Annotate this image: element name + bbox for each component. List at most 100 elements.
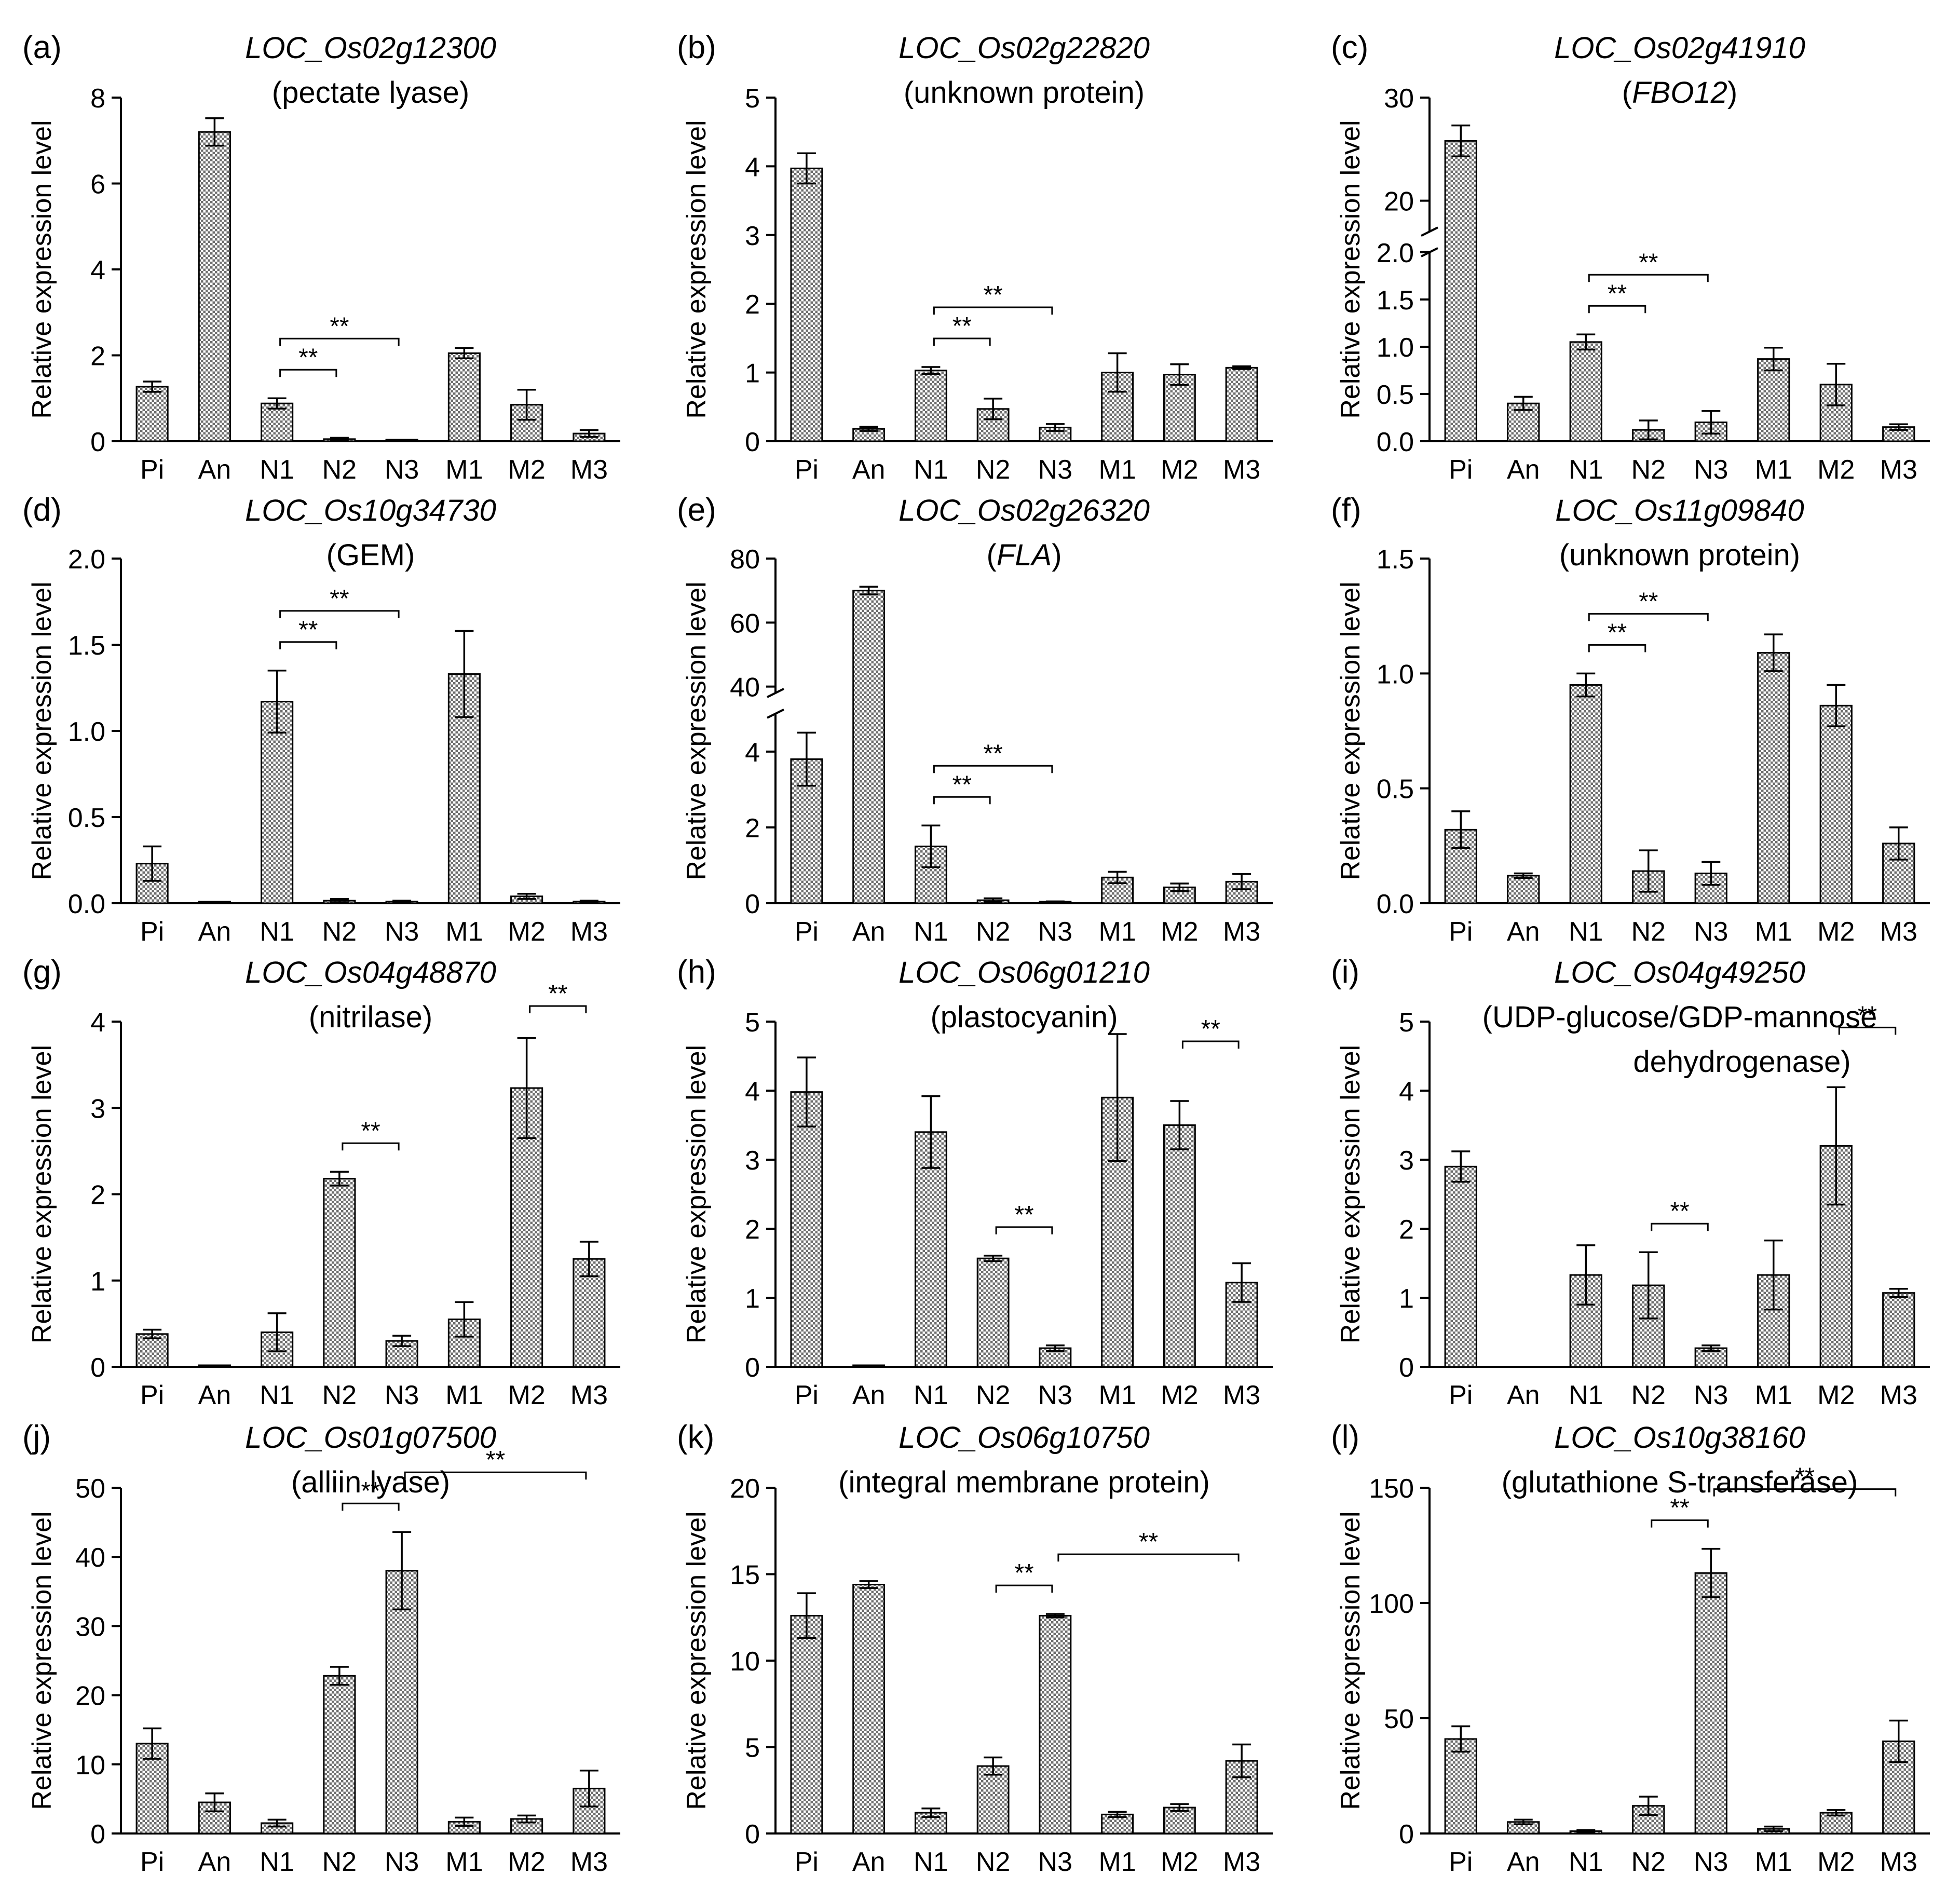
bar-M1 — [447, 352, 481, 442]
bar-N2 — [976, 1765, 1010, 1835]
x-tick-label: N1 — [260, 917, 294, 947]
error-bar-N3 — [392, 900, 412, 904]
y-tick-label: 1.0 — [1377, 659, 1414, 689]
x-tick-label: M1 — [1755, 1847, 1792, 1877]
x-tick-label: N1 — [1569, 1847, 1603, 1877]
y-tick-label: 150 — [1369, 1474, 1414, 1504]
error-bar-M2 — [517, 1037, 536, 1139]
error-bar-M1 — [455, 1301, 474, 1338]
significance-label: ** — [330, 313, 349, 340]
significance-bracket: ** — [279, 313, 400, 346]
error-bar-An — [859, 586, 878, 595]
error-bar-N3 — [392, 1335, 412, 1347]
x-tick-label: N1 — [1569, 917, 1603, 947]
error-bar-M1 — [455, 347, 474, 360]
x-tick-label: M2 — [1817, 1380, 1855, 1410]
significance-label: ** — [1670, 1495, 1689, 1522]
y-tick-label: 2 — [745, 813, 760, 844]
error-bar-M1 — [1108, 1811, 1127, 1818]
error-bar-An — [1514, 872, 1533, 879]
y-tick-label: 4 — [745, 738, 760, 768]
x-tick-label: Pi — [1449, 455, 1473, 485]
chart-subtitle: (pectate lyase) — [272, 76, 469, 110]
chart-panel-l: (l) LOC_Os10g38160 (glutathione S-transfer… — [1331, 1419, 1930, 1877]
significance-bracket: ** — [933, 281, 1053, 315]
error-bar-M2 — [1827, 1086, 1846, 1206]
chart-panel-h: (h) LOC_Os06g01210 (plastocyanin) Relative … — [677, 954, 1273, 1410]
x-tick-label: N1 — [260, 1380, 294, 1410]
x-tick-label: N2 — [976, 455, 1010, 485]
panel-letter: (l) — [1331, 1419, 1359, 1455]
error-bar-N3 — [1702, 410, 1721, 435]
error-bar-Pi — [143, 845, 162, 882]
x-tick-label: M2 — [508, 1847, 546, 1877]
significance-label: ** — [1139, 1528, 1158, 1556]
x-tick-label: N1 — [914, 1847, 948, 1877]
chart-title: LOC_Os02g26320 — [899, 494, 1150, 527]
bar-M1 — [1101, 876, 1134, 904]
y-tick-label: 5 — [745, 1008, 760, 1038]
chart-title: LOC_Os04g48870 — [245, 956, 496, 989]
error-bar-Pi — [143, 1727, 162, 1760]
x-tick-label: An — [852, 1380, 886, 1410]
bar-M3 — [1882, 1292, 1915, 1368]
panel-letter: (f) — [1331, 492, 1362, 528]
x-tick-label: N1 — [1569, 1380, 1603, 1410]
x-tick-label: An — [198, 917, 232, 947]
y-tick-label: 8 — [90, 84, 105, 114]
x-tick-label: N3 — [1038, 1380, 1072, 1410]
error-bar-N3 — [392, 1531, 412, 1611]
x-tick-label: M2 — [1161, 455, 1198, 485]
chart-subtitle-line2: dehydrogenase) — [1633, 1045, 1850, 1079]
significance-label: ** — [548, 980, 567, 1008]
bar-Pi — [1444, 1738, 1477, 1835]
x-tick-label: M3 — [1223, 455, 1260, 485]
significance-label: ** — [1608, 619, 1627, 646]
significance-bracket: ** — [279, 585, 400, 618]
error-bar-N3 — [1045, 1613, 1065, 1619]
y-tick-label: 0 — [90, 1353, 105, 1383]
significance-bracket: ** — [1181, 1015, 1240, 1049]
chart-subtitle: (nitrilase) — [309, 1000, 433, 1034]
error-bar-N3 — [1045, 423, 1065, 432]
y-tick-label: 4 — [1399, 1077, 1414, 1107]
chart-subtitle: (UDP-glucose/GDP-mannose — [1482, 1000, 1877, 1034]
y-tick-label: 3 — [745, 1146, 760, 1176]
error-bar-M2 — [1170, 882, 1189, 892]
x-tick-label: M1 — [1755, 917, 1792, 947]
x-tick-label: M3 — [570, 1380, 608, 1410]
x-tick-label: M1 — [445, 1380, 483, 1410]
chart-title: LOC_Os11g09840 — [1555, 494, 1804, 527]
error-bar-N3 — [1045, 900, 1065, 904]
bar-Pi — [1444, 140, 1477, 442]
error-bar-M3 — [579, 900, 598, 904]
x-tick-label: Pi — [140, 1380, 164, 1410]
bar-N2 — [323, 1675, 356, 1835]
bar-Pi — [790, 167, 823, 442]
significance-label: ** — [1858, 1001, 1877, 1029]
error-bar-M3 — [1232, 873, 1251, 890]
error-bar-N1 — [267, 1818, 287, 1828]
bar-An — [852, 590, 886, 904]
chart-panel-g: (g) LOC_Os04g48870 (nitrilase) Relative exp… — [22, 954, 620, 1410]
bar-N1 — [261, 402, 294, 442]
x-tick-label: Pi — [140, 1847, 164, 1877]
panel-letter: (g) — [22, 954, 62, 990]
y-tick-label: 0.0 — [1377, 427, 1414, 457]
error-bar-N3 — [1702, 1547, 1721, 1598]
x-tick-label: N1 — [260, 1847, 294, 1877]
significance-label: ** — [952, 313, 972, 340]
x-tick-label: Pi — [1449, 917, 1473, 947]
y-tick-label: 0.5 — [1377, 775, 1414, 805]
x-tick-label: N2 — [976, 917, 1010, 947]
error-bar-M1 — [1108, 871, 1127, 885]
x-tick-label: N2 — [322, 455, 357, 485]
error-bar-N2 — [984, 897, 1003, 903]
error-bar-N1 — [921, 824, 941, 868]
bar-Pi — [790, 1091, 823, 1368]
x-tick-label: N1 — [914, 455, 948, 485]
significance-label: ** — [330, 585, 349, 613]
y-tick-label: 2 — [90, 342, 105, 372]
y-tick-label: 0 — [745, 1819, 760, 1850]
x-tick-label: M1 — [1099, 1380, 1136, 1410]
